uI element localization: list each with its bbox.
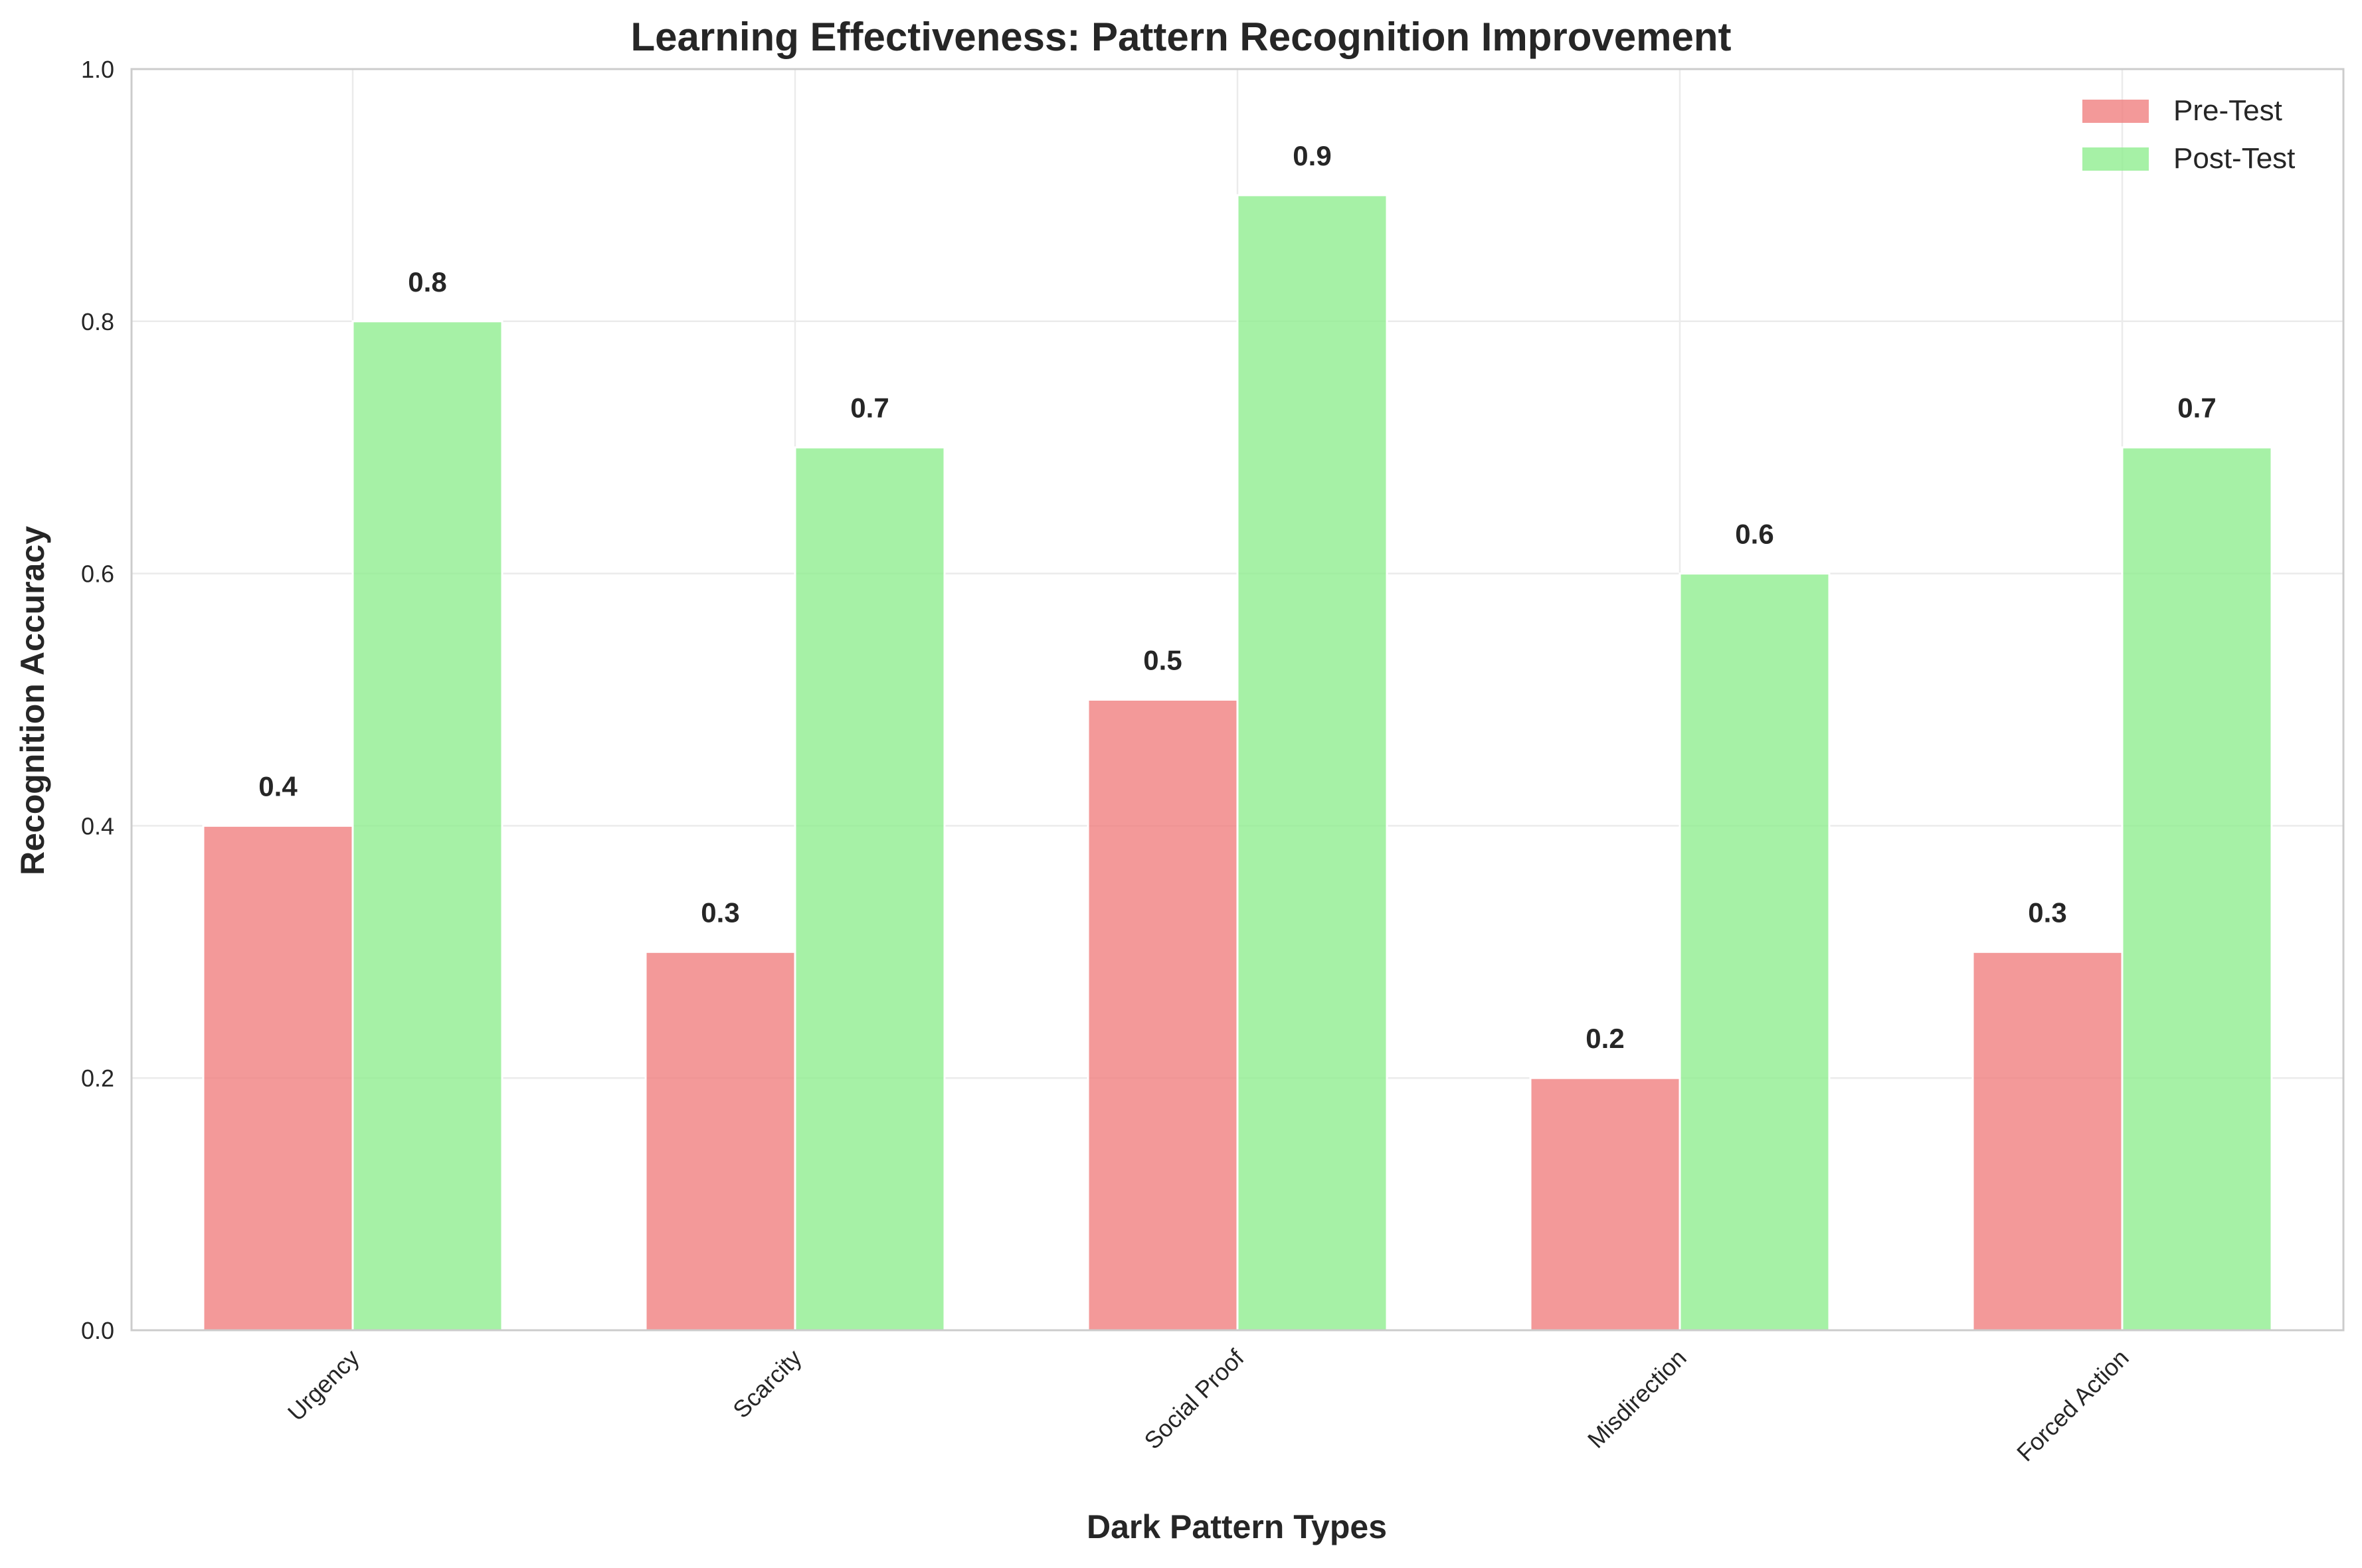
bar-post-test <box>2121 446 2273 1332</box>
bar-post-test <box>1236 194 1388 1332</box>
legend: Pre-Test Post-Test <box>2082 94 2295 175</box>
bar-pre-test <box>202 824 354 1332</box>
bar-value-label: 0.5 <box>1143 645 1182 676</box>
bar-value-label: 0.4 <box>258 770 298 802</box>
y-tick-label: 0.0 <box>81 1317 114 1344</box>
y-tick-label: 0.6 <box>81 561 114 588</box>
bar-post-test <box>794 446 946 1332</box>
bar-pre-test <box>1087 699 1239 1332</box>
legend-swatch <box>2082 100 2149 123</box>
bar-pre-test <box>644 950 796 1332</box>
y-tick-label: 0.4 <box>81 812 114 839</box>
bar-value-label: 0.7 <box>850 392 889 424</box>
legend-label: Pre-Test <box>2173 94 2282 127</box>
bar-value-label: 0.7 <box>2177 392 2216 424</box>
chart-title: Learning Effectiveness: Pattern Recognit… <box>630 15 1731 59</box>
y-tick-label: 0.8 <box>81 308 114 335</box>
bar-post-test <box>351 320 503 1332</box>
y-tick-label: 1.0 <box>81 56 114 83</box>
bar-value-label: 0.3 <box>2028 897 2066 928</box>
legend-swatch <box>2082 147 2149 171</box>
bar-value-label: 0.6 <box>1735 519 1773 550</box>
bar-pre-test <box>1529 1077 1681 1332</box>
bar-value-labels: 0.4 0.3 0.5 0.2 0.3 0.8 0.7 0.9 0.6 0.7 <box>258 140 2216 1054</box>
legend-label: Post-Test <box>2173 142 2295 175</box>
axes-frame <box>130 68 2345 1332</box>
y-tick-label: 0.2 <box>81 1065 114 1092</box>
y-axis-label: Recognition Accuracy <box>14 526 51 875</box>
bar-value-label: 0.9 <box>1293 140 1331 171</box>
bar-post-test <box>1679 572 1831 1332</box>
bars <box>202 194 2273 1332</box>
bar-value-label: 0.3 <box>701 897 739 928</box>
bar-value-label: 0.2 <box>1586 1023 1624 1054</box>
x-axis-label: Dark Pattern Types <box>1087 1508 1387 1545</box>
bar-pre-test <box>1971 950 2124 1332</box>
bar-value-label: 0.8 <box>408 266 446 298</box>
